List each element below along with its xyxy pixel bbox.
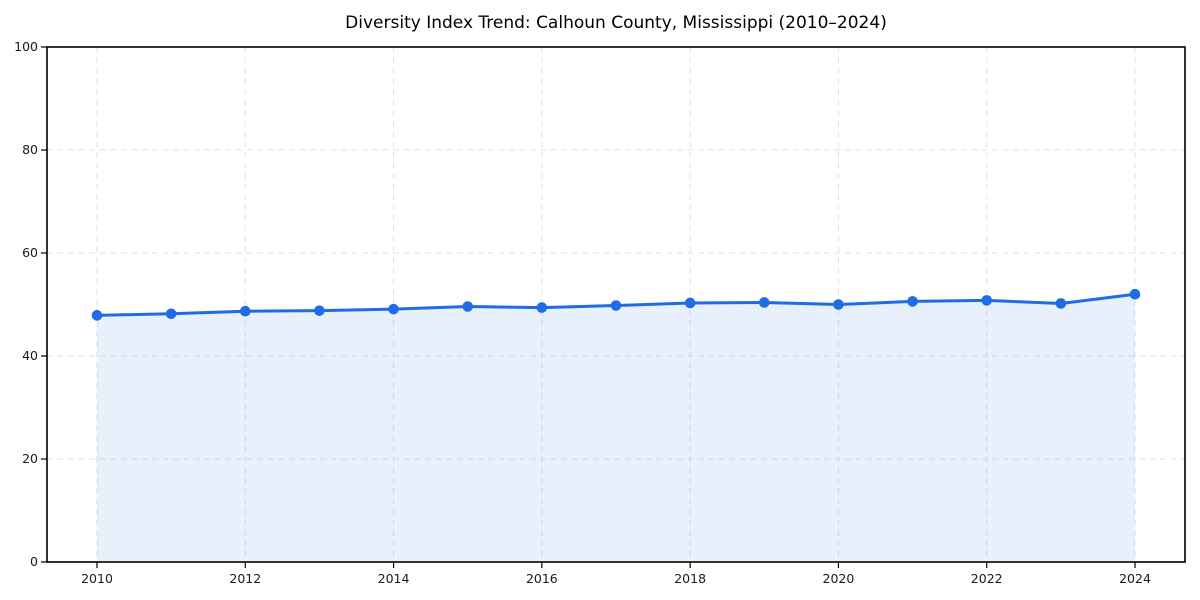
data-point-2016 — [536, 302, 548, 313]
data-point-2022 — [981, 295, 993, 306]
plot-border — [46, 46, 1186, 563]
data-point-2015 — [462, 301, 474, 312]
data-point-2010 — [91, 310, 103, 321]
data-point-2021 — [907, 296, 918, 307]
tick-label-x-2016: 2016 — [526, 571, 558, 586]
tick-label-x-2010: 2010 — [81, 571, 113, 586]
series-area-fill — [97, 294, 1135, 562]
data-point-2011 — [165, 308, 177, 320]
data-point-2023 — [1055, 298, 1067, 309]
data-point-2013 — [314, 305, 325, 316]
tick-label-y-100: 100 — [14, 39, 38, 54]
tick-label-x-2020: 2020 — [823, 571, 855, 586]
tick-label-y-40: 40 — [22, 348, 38, 363]
tick-label-x-2018: 2018 — [674, 571, 706, 586]
data-point-2020 — [833, 299, 844, 310]
tick-label-y-20: 20 — [22, 451, 38, 466]
chart-title: Diversity Index Trend: Calhoun County, M… — [345, 13, 887, 33]
tick-label-y-60: 60 — [22, 245, 38, 260]
data-point-2024 — [1129, 288, 1141, 300]
data-point-2018 — [684, 297, 696, 309]
tick-label-y-80: 80 — [22, 142, 38, 157]
tick-label-x-2014: 2014 — [378, 571, 410, 586]
tick-label-x-2012: 2012 — [229, 571, 261, 586]
tick-label-x-2024: 2024 — [1119, 571, 1151, 586]
tick-label-x-2022: 2022 — [971, 571, 1003, 586]
data-point-2019 — [758, 297, 770, 308]
data-point-2017 — [610, 300, 622, 311]
data-point-2012 — [239, 305, 251, 317]
tick-label-y-0: 0 — [30, 554, 38, 569]
data-point-2014 — [388, 303, 399, 315]
